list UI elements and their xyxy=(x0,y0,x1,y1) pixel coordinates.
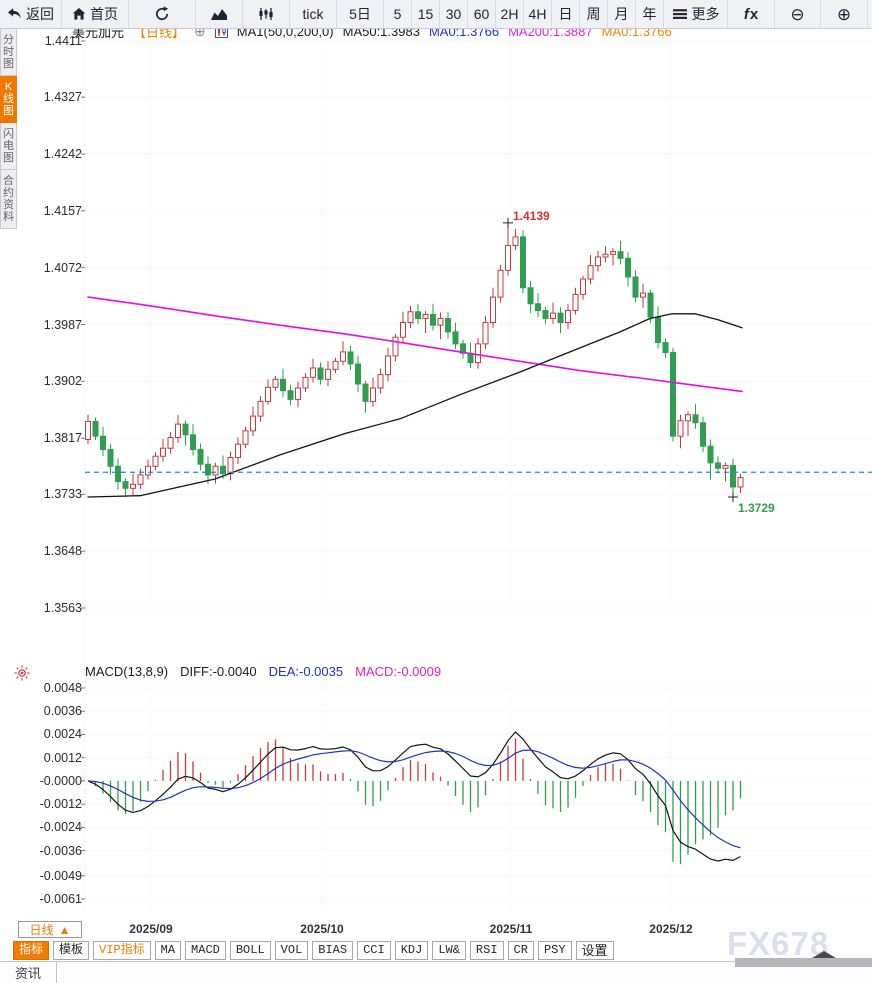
indicator-tab-RSI[interactable]: RSI xyxy=(469,941,504,960)
zoom-in-icon: ⊕ xyxy=(836,4,852,24)
interval-tick-button-label: tick xyxy=(302,6,324,22)
indicator-tab-KDJ[interactable]: KDJ xyxy=(394,941,429,960)
back-button-label: 返回 xyxy=(26,6,54,22)
indicator-tab-LW&[interactable]: LW& xyxy=(432,941,466,960)
interval-week-button-label: 周 xyxy=(586,6,601,22)
indicator-tabbar: 指标 模板 VIP指标 MA MACD BOLL VOL BIAS CCI KDJ LW& RSI CR… xyxy=(13,941,614,960)
indicator-tab-MA[interactable]: MA xyxy=(154,941,182,960)
top-toolbar: 返回 首页 tick 5日 5 15 30 60 2H 4H 日周月年 更多 fx ⊖ ⊕ xyxy=(0,0,872,29)
volume-bars-icon xyxy=(258,7,274,21)
low-price-annotation: 1.3729 xyxy=(738,501,775,515)
volume-chart-button[interactable] xyxy=(243,0,290,28)
sidebar-item-0[interactable]: 分时图 xyxy=(0,29,17,76)
high-price-annotation: 1.4139 xyxy=(513,209,550,223)
indicator-alert-icon[interactable] xyxy=(14,665,30,681)
interval-5-button-label: 5 xyxy=(393,6,402,22)
interval-30-button-label: 30 xyxy=(445,6,462,22)
indicator-tab-MACD[interactable]: MACD xyxy=(185,941,226,960)
fx-indicator-button[interactable]: fx xyxy=(728,0,775,28)
interval-15-button-label: 15 xyxy=(417,6,434,22)
interval-2h-button[interactable]: 2H xyxy=(496,0,524,28)
interval-day-button-label: 日 xyxy=(558,6,573,22)
period-selector-label: 日线 xyxy=(29,923,54,937)
zoom-out-button[interactable]: ⊖ xyxy=(775,0,821,28)
more-button[interactable]: 更多 xyxy=(664,0,728,28)
back-button[interactable]: 返回 xyxy=(0,0,62,28)
refresh-button[interactable] xyxy=(129,0,196,28)
indicator-tab-VOL[interactable]: VOL xyxy=(274,941,309,960)
bottom-divider xyxy=(0,961,872,962)
period-selector-arrow-icon: ▲ xyxy=(58,922,71,937)
interval-5-button[interactable]: 5 xyxy=(384,0,412,28)
home-icon xyxy=(72,7,86,21)
indicator-tab-指标[interactable]: 指标 xyxy=(13,941,50,960)
interval-4h-button[interactable]: 4H xyxy=(524,0,552,28)
extreme-markers xyxy=(503,217,738,503)
indicator-tab-CCI[interactable]: CCI xyxy=(357,941,391,960)
interval-2h-button-label: 2H xyxy=(500,6,519,22)
menu-icon xyxy=(672,7,688,21)
interval-month-button[interactable]: 月 xyxy=(608,0,636,28)
interval-year-button[interactable]: 年 xyxy=(636,0,664,28)
expand-icon[interactable]: ⊕ xyxy=(194,23,206,39)
fx-icon: fx xyxy=(743,5,759,23)
macd-macd-value: MACD:-0.0009 xyxy=(355,664,442,679)
more-button-label: 更多 xyxy=(691,6,720,22)
sidebar-item-2[interactable]: 闪电图 xyxy=(0,123,17,170)
interval-month-button-label: 月 xyxy=(614,6,629,22)
macd-histogram xyxy=(94,738,742,865)
macd-header: MACD(13,8,9) DIFF:-0.0040 DEA:-0.0035 MA… xyxy=(85,664,441,679)
grid-lines xyxy=(81,40,872,912)
zoom-out-icon: ⊖ xyxy=(790,4,805,24)
interval-tick-button[interactable]: tick xyxy=(290,0,337,28)
macd-diff-value: DIFF:-0.0040 xyxy=(180,664,257,679)
horizontal-scrollbar[interactable] xyxy=(735,958,872,967)
interval-15-button[interactable]: 15 xyxy=(412,0,440,28)
interval-30-button[interactable]: 30 xyxy=(440,0,468,28)
indicator-tab-BOLL[interactable]: BOLL xyxy=(229,941,271,960)
candlesticks xyxy=(85,222,744,498)
back-arrow-icon xyxy=(7,7,22,21)
indicator-tab-CR[interactable]: CR xyxy=(507,941,534,960)
interval-60-button-label: 60 xyxy=(473,6,490,22)
indicator-tab-设置[interactable]: 设置 xyxy=(575,941,614,960)
interval-5day-button-label: 5日 xyxy=(349,6,371,22)
interval-day-button[interactable]: 日 xyxy=(552,0,580,28)
indicator-tab-BIAS[interactable]: BIAS xyxy=(312,941,354,960)
interval-60-button[interactable]: 60 xyxy=(468,0,496,28)
interval-year-button-label: 年 xyxy=(642,6,657,22)
zoom-in-button[interactable]: ⊕ xyxy=(821,0,868,28)
period-selector-button[interactable]: 日线 ▲ xyxy=(18,921,82,938)
macd-lines xyxy=(87,731,741,862)
interval-5day-button[interactable]: 5日 xyxy=(337,0,384,28)
indicator-tab-PSY[interactable]: PSY xyxy=(537,941,572,960)
indicator-tab-VIP指标[interactable]: VIP指标 xyxy=(93,941,151,960)
macd-dea-value: DEA:-0.0035 xyxy=(268,664,344,679)
interval-week-button[interactable]: 周 xyxy=(580,0,608,28)
news-tab[interactable]: 资讯 xyxy=(0,962,57,983)
refresh-icon xyxy=(154,6,170,22)
home-button[interactable]: 首页 xyxy=(62,0,129,28)
bottom-news-row: 资讯 xyxy=(0,962,872,983)
ma-lines xyxy=(85,296,872,498)
mountain-chart-button[interactable] xyxy=(196,0,243,28)
mountain-chart-icon xyxy=(210,7,228,21)
home-button-label: 首页 xyxy=(90,6,118,22)
interval-4h-button-label: 4H xyxy=(528,6,547,22)
indicator-tab-模板[interactable]: 模板 xyxy=(53,941,90,960)
macd-title: MACD(13,8,9) xyxy=(85,664,169,679)
sidebar-item-3[interactable]: 合约资料 xyxy=(0,170,17,229)
scrollbar-up-triangle-icon[interactable] xyxy=(812,951,836,958)
